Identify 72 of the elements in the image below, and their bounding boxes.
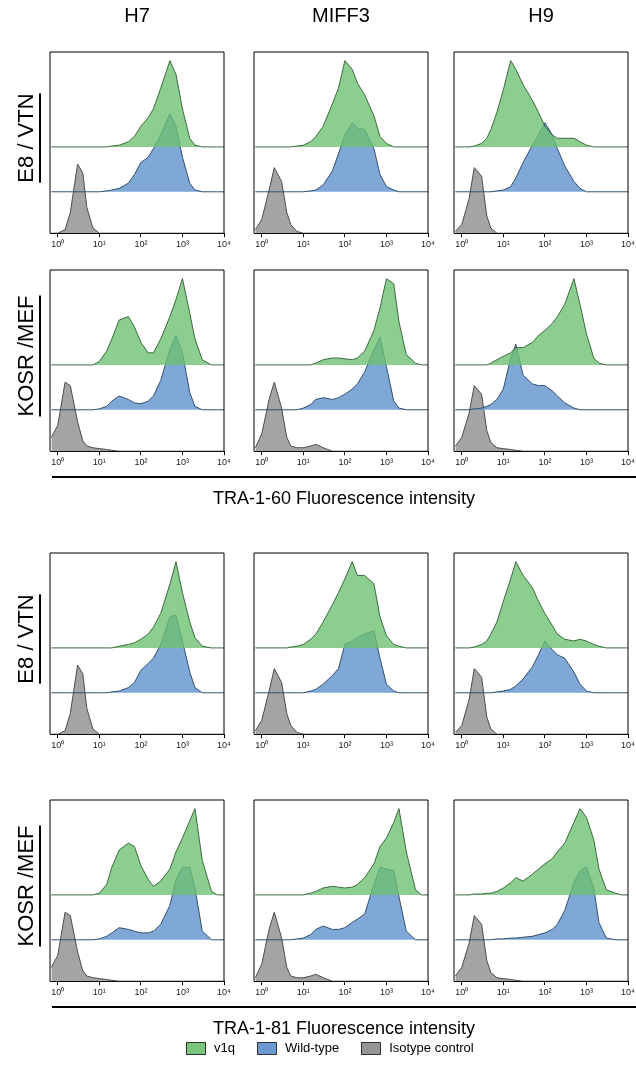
x-tick-label: 10⁴ [217, 239, 232, 250]
x-tick-label: 10² [134, 457, 148, 468]
x-tick-label: 10¹ [92, 740, 106, 751]
y-axis-title: KOSR /MEF [13, 295, 39, 417]
x-tick-label: 10³ [379, 987, 393, 998]
x-tick-label: 10¹ [496, 740, 510, 751]
x-tick-label: 10¹ [496, 239, 510, 250]
x-tick-label: 10¹ [296, 740, 310, 751]
x-tick-label: 10⁰ [51, 987, 65, 998]
legend-label: Wild-type [283, 1040, 340, 1056]
x-tick-label: 10¹ [92, 457, 106, 468]
x-tick-label: 10⁰ [255, 239, 269, 250]
legend-label: v1q [213, 1040, 235, 1056]
x-tick-label: 10⁴ [421, 457, 436, 468]
x-tick-label: 10² [538, 987, 552, 998]
x-axis-title: TRA-1-81 Fluorescence intensity [52, 1006, 636, 1039]
x-tick-label: 10³ [579, 239, 593, 250]
x-tick-label: 10⁴ [421, 740, 436, 751]
chart-title: MIFF3 [312, 4, 370, 27]
x-tick-label: 10¹ [296, 987, 310, 998]
x-tick-label: 10³ [579, 740, 593, 751]
x-tick-label: 10¹ [296, 457, 310, 468]
x-tick-label: 10³ [379, 457, 393, 468]
x-tick-label: 10² [134, 239, 148, 250]
x-tick-label: 10³ [379, 239, 393, 250]
x-tick-label: 10⁴ [217, 987, 232, 998]
x-tick-label: 10² [338, 740, 352, 751]
x-tick-label: 10⁴ [421, 239, 436, 250]
x-tick-label: 10⁰ [51, 457, 65, 468]
chart-title: H9 [528, 4, 554, 27]
x-tick-label: 10¹ [92, 239, 106, 250]
legend-label: Isotype control [388, 1040, 474, 1056]
x-tick-label: 10³ [175, 239, 189, 250]
x-tick-label: 10³ [579, 457, 593, 468]
x-tick-label: 10⁰ [455, 987, 469, 998]
x-tick-label: 10⁰ [255, 740, 269, 751]
x-tick-label: 10² [538, 457, 552, 468]
x-tick-label: 10⁴ [217, 457, 232, 468]
x-tick-label: 10¹ [296, 239, 310, 250]
x-tick-label: 10³ [175, 987, 189, 998]
x-tick-label: 10⁴ [621, 740, 636, 751]
y-axis-title: E8 / VTN [13, 93, 39, 183]
x-tick-label: 10¹ [92, 987, 106, 998]
x-tick-label: 10³ [175, 740, 189, 751]
x-tick-label: 10⁰ [455, 239, 469, 250]
x-tick-label: 10¹ [496, 457, 510, 468]
x-tick-label: 10² [338, 457, 352, 468]
x-tick-label: 10⁰ [255, 457, 269, 468]
x-tick-label: 10⁰ [51, 239, 65, 250]
x-tick-label: 10⁴ [621, 987, 636, 998]
x-tick-label: 10⁰ [51, 740, 65, 751]
y-axis-title: KOSR /MEF [13, 825, 39, 947]
x-tick-label: 10³ [579, 987, 593, 998]
x-tick-label: 10² [338, 987, 352, 998]
x-tick-label: 10⁰ [455, 457, 469, 468]
x-tick-label: 10² [134, 740, 148, 751]
x-tick-label: 10² [538, 740, 552, 751]
x-tick-label: 10⁴ [421, 987, 436, 998]
x-tick-label: 10⁴ [621, 457, 636, 468]
x-tick-label: 10⁴ [621, 239, 636, 250]
x-tick-label: 10⁰ [455, 740, 469, 751]
x-tick-label: 10⁰ [255, 987, 269, 998]
chart-title: H7 [124, 4, 150, 27]
x-tick-label: 10⁴ [217, 740, 232, 751]
x-tick-label: 10² [134, 987, 148, 998]
y-axis-title: E8 / VTN [13, 594, 39, 684]
x-tick-label: 10³ [175, 457, 189, 468]
x-tick-label: 10² [338, 239, 352, 250]
x-tick-label: 10² [538, 239, 552, 250]
x-tick-label: 10³ [379, 740, 393, 751]
x-tick-label: 10¹ [496, 987, 510, 998]
x-axis-title: TRA-1-60 Fluorescence intensity [52, 476, 636, 509]
